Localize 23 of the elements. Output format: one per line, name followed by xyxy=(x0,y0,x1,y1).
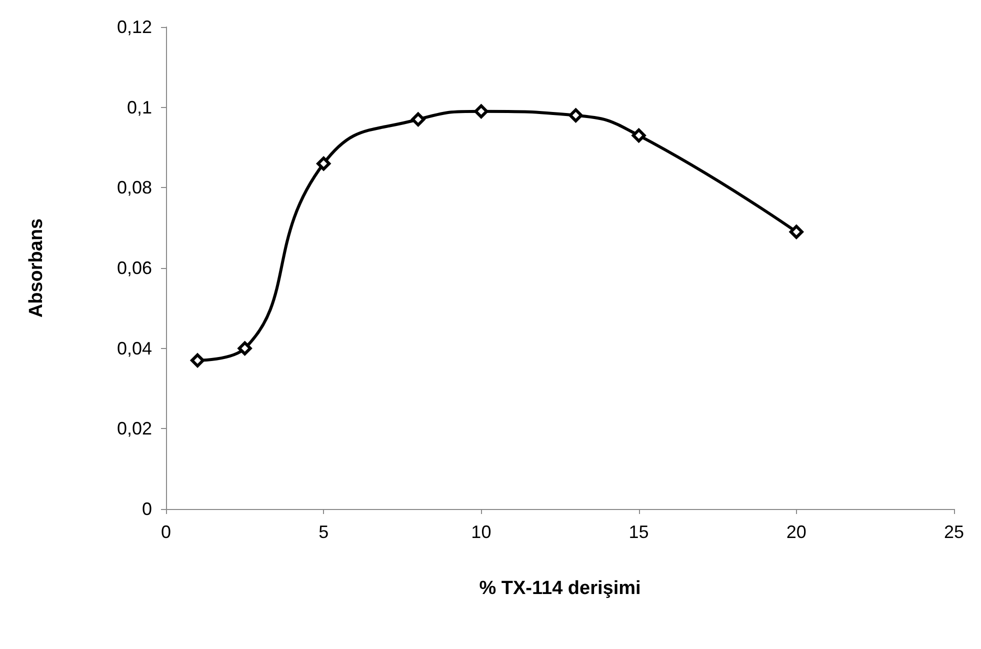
y-tick-label: 0,12 xyxy=(116,17,152,37)
point xyxy=(789,224,804,239)
point xyxy=(474,104,488,118)
point xyxy=(568,108,583,122)
x-tick-label: 5 xyxy=(318,522,329,542)
x-tick-label: 20 xyxy=(786,522,806,542)
point xyxy=(316,156,331,171)
x-tick-label: 25 xyxy=(944,522,964,542)
y-tick-label: 0,06 xyxy=(116,258,152,278)
y-tick-label: 0,08 xyxy=(116,178,152,198)
point xyxy=(190,353,205,368)
y-tick-label: 0 xyxy=(142,499,152,519)
point xyxy=(411,112,426,126)
y-tick-label: 0,02 xyxy=(116,418,152,439)
x-tick-label: 10 xyxy=(471,522,492,542)
x-axis-title: % TX-114 derişimi xyxy=(479,578,641,599)
point xyxy=(238,341,252,356)
y-tick-label: 0,1 xyxy=(126,97,152,118)
x-tick-label: 15 xyxy=(628,522,649,542)
y-axis-title: Absorbans xyxy=(26,218,47,318)
point xyxy=(632,128,646,142)
y-tick-label: 0,04 xyxy=(116,338,152,358)
x-tick-label: 0 xyxy=(160,522,172,542)
